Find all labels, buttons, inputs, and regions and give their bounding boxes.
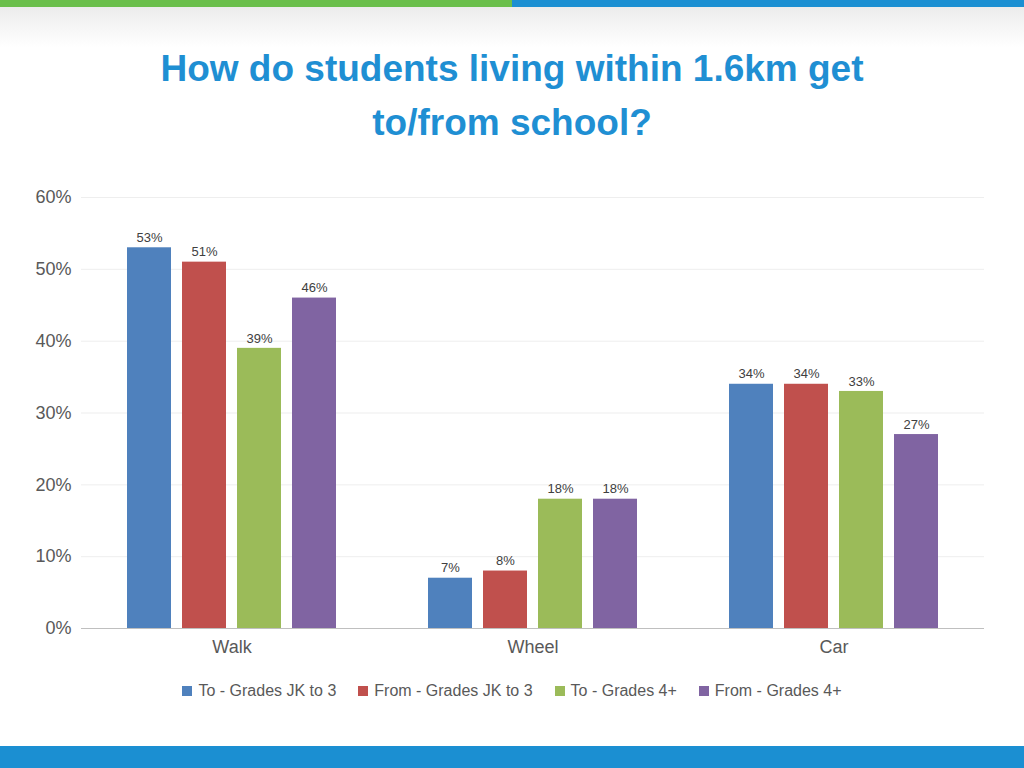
svg-text:20%: 20% bbox=[35, 475, 71, 495]
svg-text:27%: 27% bbox=[903, 417, 929, 432]
svg-text:46%: 46% bbox=[301, 280, 327, 295]
svg-text:50%: 50% bbox=[35, 259, 71, 279]
svg-text:33%: 33% bbox=[848, 374, 874, 389]
svg-text:10%: 10% bbox=[35, 546, 71, 566]
svg-text:34%: 34% bbox=[793, 366, 819, 381]
svg-text:8%: 8% bbox=[496, 553, 515, 568]
svg-text:30%: 30% bbox=[35, 403, 71, 423]
html-text:To - Grades JK to 3: To - Grades JK to 3 bbox=[198, 682, 337, 699]
svg-text:40%: 40% bbox=[35, 331, 71, 351]
svg-text:53%: 53% bbox=[136, 230, 162, 245]
svg-text:39%: 39% bbox=[246, 331, 272, 346]
svg-text:60%: 60% bbox=[35, 187, 71, 207]
svg-text:0%: 0% bbox=[45, 618, 71, 638]
svg-text:Car: Car bbox=[819, 637, 848, 657]
svg-text:51%: 51% bbox=[191, 244, 217, 259]
html-text:How do students living within: How do students living within 1.6km get … bbox=[160, 48, 864, 143]
html-text:From - Grades 4+: From - Grades 4+ bbox=[714, 682, 842, 699]
svg-text:34%: 34% bbox=[738, 366, 764, 381]
html-text:From - Grades JK to 3: From - Grades JK to 3 bbox=[374, 682, 533, 699]
svg-text:18%: 18% bbox=[602, 481, 628, 496]
svg-text:Walk: Walk bbox=[212, 637, 252, 657]
svg-text:18%: 18% bbox=[547, 481, 573, 496]
html-text:To - Grades 4+: To - Grades 4+ bbox=[570, 682, 677, 699]
svg-text:7%: 7% bbox=[441, 560, 460, 575]
svg-text:Wheel: Wheel bbox=[507, 637, 558, 657]
